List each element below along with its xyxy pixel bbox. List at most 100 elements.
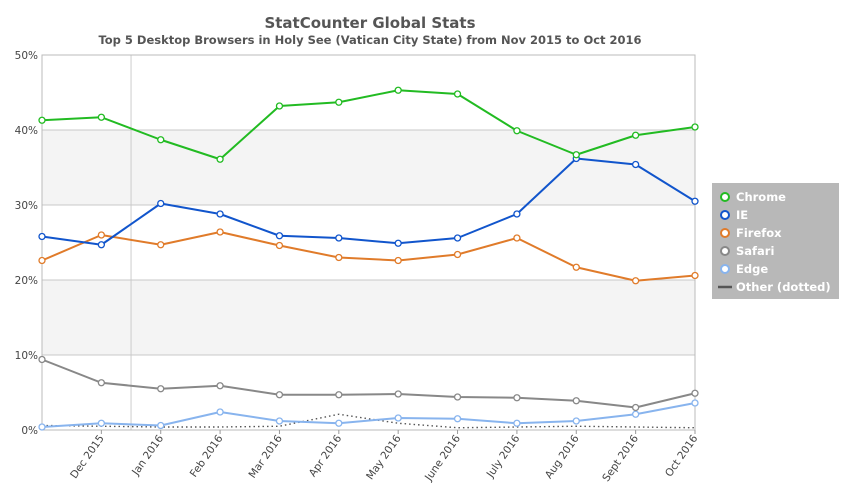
legend-item[interactable]: Other (dotted) xyxy=(718,280,831,294)
data-point[interactable] xyxy=(275,241,284,250)
data-point[interactable] xyxy=(157,136,165,144)
x-tick-label: Mar 2016 xyxy=(246,433,285,481)
data-point[interactable] xyxy=(157,199,165,208)
data-point[interactable] xyxy=(453,90,462,98)
legend-marker-icon xyxy=(720,264,730,274)
data-point[interactable] xyxy=(216,210,224,218)
plot-border xyxy=(41,54,696,431)
legend-item[interactable]: Safari xyxy=(720,244,774,258)
series-line xyxy=(41,231,696,282)
data-point[interactable] xyxy=(216,382,224,390)
grid-band xyxy=(42,355,695,430)
data-point[interactable] xyxy=(275,391,284,399)
data-point[interactable] xyxy=(275,232,284,240)
data-point[interactable] xyxy=(38,423,46,431)
data-point[interactable] xyxy=(691,123,699,131)
legend-marker-icon xyxy=(720,246,730,256)
data-point[interactable] xyxy=(453,393,462,401)
grid-band xyxy=(42,205,695,280)
legend-item[interactable]: Edge xyxy=(720,262,768,276)
legend-marker-icon xyxy=(720,210,730,220)
data-point[interactable] xyxy=(335,234,343,242)
data-point[interactable] xyxy=(513,394,521,402)
data-point[interactable] xyxy=(335,391,343,399)
data-point[interactable] xyxy=(275,417,284,425)
y-tick-label: 0% xyxy=(21,425,38,437)
data-point[interactable] xyxy=(394,256,402,265)
legend-label: IE xyxy=(736,208,748,222)
data-point[interactable] xyxy=(38,232,46,241)
data-point[interactable] xyxy=(572,151,580,159)
legend-item[interactable]: Firefox xyxy=(720,226,782,240)
series-ie xyxy=(38,154,699,249)
data-point[interactable] xyxy=(394,239,402,247)
series-safari xyxy=(38,355,699,412)
data-point[interactable] xyxy=(513,419,521,427)
grid-band xyxy=(42,55,695,130)
data-point[interactable] xyxy=(631,131,640,139)
series-other-dotted xyxy=(41,413,696,429)
data-point[interactable] xyxy=(691,197,699,205)
data-point[interactable] xyxy=(38,355,46,364)
data-point[interactable] xyxy=(394,86,402,94)
data-point[interactable] xyxy=(97,419,106,427)
data-point[interactable] xyxy=(691,271,699,280)
data-point[interactable] xyxy=(97,113,106,121)
x-tick-label: May 2016 xyxy=(364,433,404,483)
data-point[interactable] xyxy=(38,256,46,265)
data-point[interactable] xyxy=(97,231,106,239)
data-point[interactable] xyxy=(631,410,640,418)
legend-marker-icon xyxy=(720,192,730,202)
data-point[interactable] xyxy=(631,403,640,412)
data-point[interactable] xyxy=(572,417,580,425)
data-point[interactable] xyxy=(631,277,640,285)
x-tick-label: Dec 2015 xyxy=(68,433,107,481)
series-line xyxy=(41,413,696,429)
data-point[interactable] xyxy=(453,234,462,242)
series-line xyxy=(41,402,696,428)
legend-item[interactable]: IE xyxy=(720,208,748,222)
legend[interactable]: Chrome IE Firefox Safari Edge Other (dotted) xyxy=(712,183,839,299)
data-point[interactable] xyxy=(631,160,640,169)
y-tick-label: 10% xyxy=(15,350,38,362)
data-point[interactable] xyxy=(394,390,402,398)
data-point[interactable] xyxy=(275,102,284,110)
data-point[interactable] xyxy=(513,127,521,135)
data-point[interactable] xyxy=(572,397,580,405)
data-point[interactable] xyxy=(157,385,165,393)
data-point[interactable] xyxy=(157,241,165,249)
legend-label: Edge xyxy=(736,262,768,276)
data-point[interactable] xyxy=(335,419,343,427)
data-point[interactable] xyxy=(38,116,46,124)
data-point[interactable] xyxy=(691,399,699,407)
data-point[interactable] xyxy=(216,408,224,416)
data-point[interactable] xyxy=(157,421,165,430)
x-tick-label: June 2016 xyxy=(422,433,463,484)
legend-box xyxy=(712,183,839,299)
data-point[interactable] xyxy=(691,389,699,397)
data-point[interactable] xyxy=(335,98,343,106)
y-tick-label: 40% xyxy=(15,125,38,137)
data-point[interactable] xyxy=(453,415,462,423)
data-point[interactable] xyxy=(513,210,521,218)
legend-item[interactable]: Chrome xyxy=(720,190,786,204)
legend-label: Firefox xyxy=(736,226,782,240)
data-point[interactable] xyxy=(513,234,521,242)
data-point[interactable] xyxy=(394,414,402,422)
y-axis: 0% 10% 20% 30% 40% 50% xyxy=(15,50,38,437)
x-tick-label: Sept 2016 xyxy=(600,433,641,484)
data-point[interactable] xyxy=(216,228,224,236)
data-point[interactable] xyxy=(335,253,343,262)
data-point[interactable] xyxy=(572,263,580,271)
data-point[interactable] xyxy=(97,241,106,249)
series-lines xyxy=(38,86,699,431)
data-point[interactable] xyxy=(97,379,106,387)
data-point[interactable] xyxy=(453,250,462,259)
data-point[interactable] xyxy=(216,155,224,163)
y-tick-label: 20% xyxy=(15,275,38,287)
x-tick-label: Jan 2016 xyxy=(129,433,166,479)
grid-band xyxy=(42,280,695,355)
series-firefox xyxy=(38,228,699,285)
chart-subtitle: Top 5 Desktop Browsers in Holy See (Vati… xyxy=(98,33,641,47)
